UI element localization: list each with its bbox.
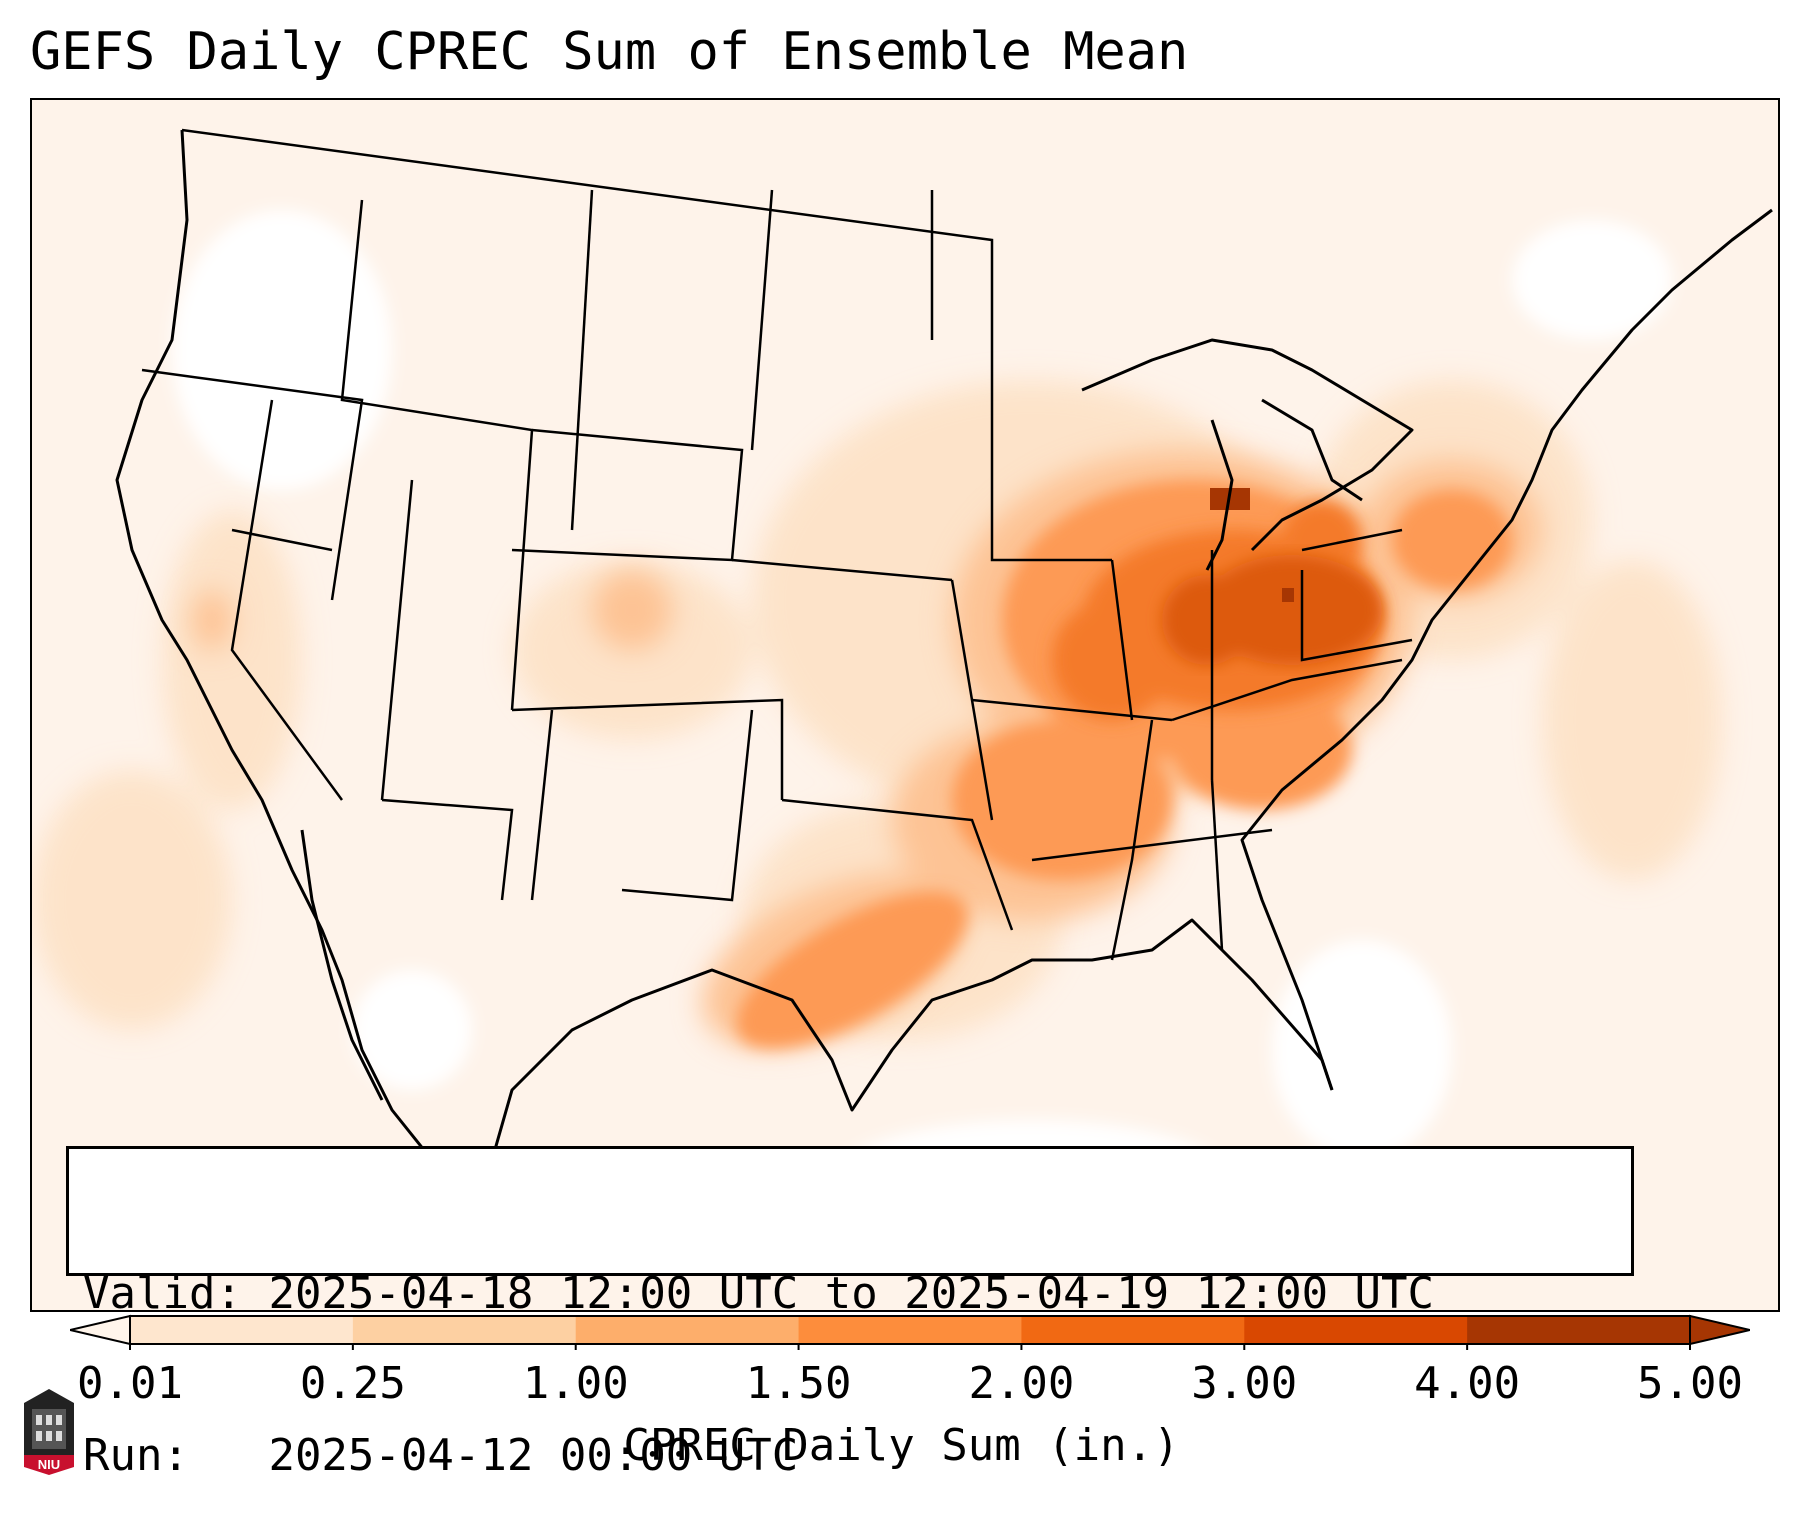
run-label: Run: <box>83 1430 189 1481</box>
colorbar-tick-label: 5.00 <box>1637 1358 1743 1409</box>
colorbar-label: CPREC Daily Sum (in.) <box>623 1420 1180 1471</box>
colorbar-segment <box>1021 1316 1245 1344</box>
colorbar-extend-low <box>70 1314 131 1346</box>
colorbar-segment <box>352 1316 577 1344</box>
colorbar-tick-label: 1.50 <box>745 1358 852 1409</box>
colorbar-tick-label: 2.00 <box>968 1358 1075 1409</box>
valid-label: Valid: <box>83 1268 242 1319</box>
colorbar-tick-label: 1.00 <box>522 1358 629 1409</box>
run-row: Run: 2025-04-12 00:00 UTC <box>83 1429 1617 1483</box>
colorbar <box>70 1314 1750 1350</box>
map-title: GEFS Daily CPREC Sum of Ensemble Mean <box>30 22 1189 82</box>
colorbar-tick-label: 0.01 <box>77 1358 183 1409</box>
colorbar-segment <box>130 1316 354 1344</box>
valid-value: 2025-04-18 12:00 UTC to 2025-04-19 12:00… <box>268 1268 1435 1319</box>
logo-text: NIU <box>38 1457 60 1472</box>
colorbar-segment <box>1467 1316 1691 1344</box>
colorbar-segment <box>798 1316 1022 1344</box>
valid-run-info-box: Valid: 2025-04-18 12:00 UTC to 2025-04-1… <box>66 1146 1634 1481</box>
run-value: 2025-04-12 00:00 UTC <box>268 1430 799 1481</box>
colorbar-outline <box>129 1315 1691 1345</box>
map-canvas <box>32 100 1778 1310</box>
colorbar-segment <box>1244 1316 1468 1344</box>
state-borders <box>141 128 1413 961</box>
coastlines <box>115 129 1773 1201</box>
valid-row: Valid: 2025-04-18 12:00 UTC to 2025-04-1… <box>83 1267 1617 1321</box>
colorbar-extend-high <box>1689 1314 1750 1346</box>
extreme-precip-areas <box>1162 555 1382 665</box>
niu-logo: NIU <box>24 1389 74 1475</box>
colorbar-tick-label: 3.00 <box>1191 1358 1298 1409</box>
precipitation-map <box>30 98 1780 1312</box>
colorbar-segment <box>575 1316 800 1344</box>
colorbar-tick-label: 0.25 <box>299 1358 406 1409</box>
colorbar-tick-label: 4.00 <box>1414 1358 1521 1409</box>
